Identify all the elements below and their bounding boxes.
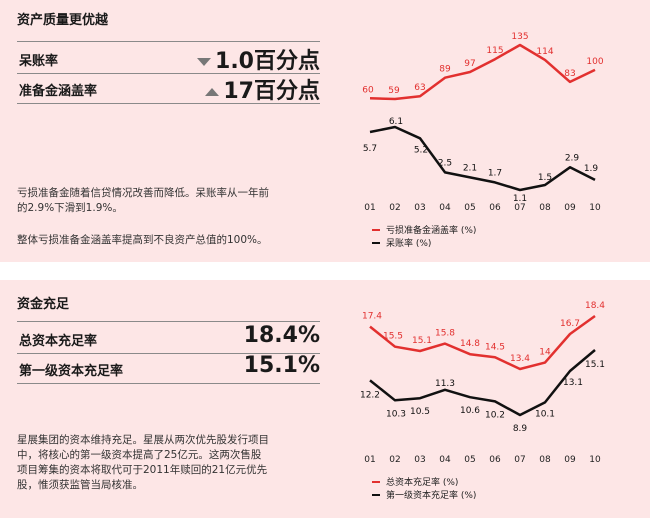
x-tick-label: 06 xyxy=(489,203,501,213)
section-title: 资产质量更优越 xyxy=(17,13,109,28)
data-label: 15.1 xyxy=(412,336,432,346)
series-line-0 xyxy=(369,314,596,371)
data-label: 83 xyxy=(564,69,575,79)
tier1-car-value: 15.1% xyxy=(243,353,320,378)
asset-quality-chart: 60 59 63 89 97 115 135 114 83 100 5.7 6.1 5.2 2.5 2.1 1… xyxy=(362,32,604,249)
x-tick-label: 03 xyxy=(414,203,425,213)
data-label: 2.1 xyxy=(463,163,477,173)
x-tick-label: 05 xyxy=(464,455,475,465)
data-label: 97 xyxy=(464,59,475,69)
data-label: 115 xyxy=(486,46,503,56)
coverage-paragraph: 整体亏损准备金涵盖率提高到不良资产总值的100%。 xyxy=(17,234,268,246)
triangle-down-icon xyxy=(197,58,212,66)
legend-entry: 亏损准备金涵盖率 (%) xyxy=(386,224,476,236)
x-tick-label: 10 xyxy=(589,455,601,465)
x-tick-label: 05 xyxy=(464,203,475,213)
capital-paragraph: 星展集团的资本维持充足。星展从两次优先股发行项目 中，将核心的第一级资本提高了2… xyxy=(17,434,269,491)
x-tick-label: 02 xyxy=(389,455,400,465)
total-car-row: 总资本充足率 18.4% xyxy=(17,321,320,354)
data-label: 1.9 xyxy=(584,164,599,174)
x-tick-label: 09 xyxy=(564,455,576,465)
data-label: 1.1 xyxy=(513,194,527,204)
data-label: 10.2 xyxy=(485,410,505,420)
coverage-ratio-label: 准备金涵盖率 xyxy=(19,84,98,99)
x-tick-label: 01 xyxy=(364,203,375,213)
x-tick-label: 10 xyxy=(589,203,601,213)
data-label: 14.5 xyxy=(485,342,505,352)
x-tick-label: 06 xyxy=(489,455,501,465)
data-label: 18.4 xyxy=(585,301,605,311)
legend-entry: 总资本充足率 (%) xyxy=(386,476,458,488)
data-label: 11.3 xyxy=(435,379,455,389)
series-line-0 xyxy=(369,43,596,101)
triangle-up-icon xyxy=(205,88,220,96)
tier1-car-row: 第一级资本充足率 15.1% xyxy=(17,352,320,384)
data-label: 63 xyxy=(414,83,425,93)
x-tick-label: 04 xyxy=(439,203,451,213)
x-tick-label: 03 xyxy=(414,455,425,465)
coverage-ratio-row: 准备金涵盖率 17百分点 xyxy=(17,72,320,104)
data-label: 1.7 xyxy=(488,168,502,178)
data-label: 60 xyxy=(362,85,374,95)
x-tick-label: 09 xyxy=(564,203,576,213)
data-label: 8.9 xyxy=(513,424,528,434)
data-label: 2.9 xyxy=(565,153,580,163)
data-label: 1.5 xyxy=(538,173,552,183)
legend-entry: 第一级资本充足率 (%) xyxy=(386,489,476,501)
data-label: 12.2 xyxy=(360,390,380,400)
npl-ratio-row: 呆账率 1.0百分点 xyxy=(17,41,320,74)
npl-ratio-value: 1.0百分点 xyxy=(197,43,320,75)
coverage-ratio-value: 17百分点 xyxy=(205,73,320,105)
data-label: 5.7 xyxy=(363,144,377,154)
data-label: 10.6 xyxy=(460,406,480,416)
series-line-1 xyxy=(369,125,596,192)
asset-quality-panel: 资产质量更优越 呆账率 1.0百分点 准备金涵盖率 17百分点 亏损准备金随着信… xyxy=(0,0,650,262)
data-label: 15.1 xyxy=(585,360,605,370)
total-car-value: 18.4% xyxy=(243,323,320,348)
data-label: 10.5 xyxy=(410,407,430,417)
asset-quality-paragraph: 亏损准备金随着信贷情况改善而降低。呆账率从一年前 的2.9%下滑到1.9%。 xyxy=(17,187,269,214)
data-label: 10.3 xyxy=(386,409,406,419)
data-label: 16.7 xyxy=(560,319,580,329)
data-label: 2.5 xyxy=(438,158,452,168)
data-label: 100 xyxy=(586,57,603,67)
x-tick-label: 02 xyxy=(389,203,400,213)
data-label: 13.1 xyxy=(563,378,583,388)
data-label: 114 xyxy=(536,47,553,57)
npl-ratio-label: 呆账率 xyxy=(19,54,59,69)
x-tick-label: 07 xyxy=(514,455,525,465)
capital-adequacy-chart: 17.415.5 15.115.814.8 14.513.41416.718.412… xyxy=(360,301,605,501)
data-label: 89 xyxy=(439,65,451,75)
x-tick-label: 08 xyxy=(539,203,551,213)
data-label: 14 xyxy=(539,348,551,358)
data-label: 13.4 xyxy=(510,354,530,364)
data-label: 15.5 xyxy=(383,332,403,342)
data-label: 14.8 xyxy=(460,339,480,349)
data-label: 6.1 xyxy=(389,117,403,127)
data-label: 59 xyxy=(388,86,400,96)
data-label: 5.2 xyxy=(414,145,428,155)
series-line-1 xyxy=(369,349,596,417)
data-label: 10.1 xyxy=(535,409,555,419)
total-car-label: 总资本充足率 xyxy=(19,334,98,349)
data-label: 135 xyxy=(511,32,528,42)
x-tick-label: 04 xyxy=(439,455,451,465)
x-tick-label: 01 xyxy=(364,455,375,465)
legend-entry: 呆账率 (%) xyxy=(386,237,431,249)
capital-panel: 资金充足 总资本充足率 18.4% 第一级资本充足率 15.1% 星展集团的资本… xyxy=(0,280,650,518)
data-label: 15.8 xyxy=(435,329,455,339)
tier1-car-label: 第一级资本充足率 xyxy=(19,364,124,379)
section-title: 资金充足 xyxy=(17,297,70,312)
data-label: 17.4 xyxy=(362,312,382,322)
x-tick-label: 07 xyxy=(514,203,525,213)
x-tick-label: 08 xyxy=(539,455,551,465)
